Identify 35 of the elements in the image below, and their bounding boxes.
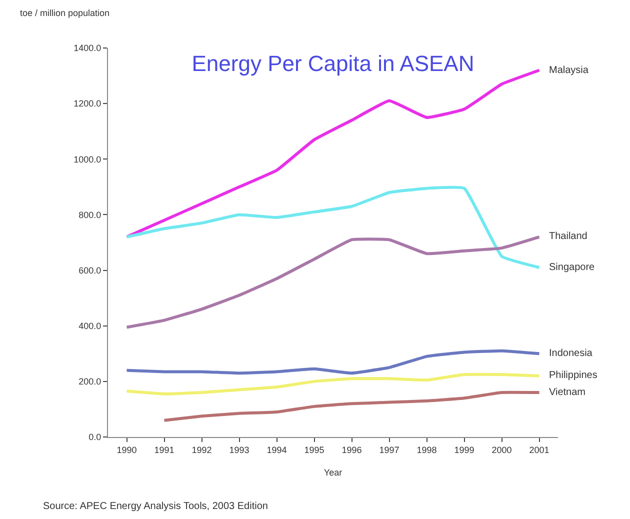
x-tick-label: 1999 <box>454 444 474 455</box>
y-tick-label: 1000.0 <box>74 154 102 164</box>
y-axis-title: toe / million population <box>20 8 110 18</box>
x-tick-label: 2000 <box>492 444 512 455</box>
x-tick-label: 1992 <box>192 444 212 455</box>
y-tick-label: 200.0 <box>78 376 102 387</box>
y-tick-label: 800.0 <box>78 210 102 220</box>
x-tick-label: 1994 <box>266 444 287 455</box>
x-tick-label: 1998 <box>416 444 437 455</box>
x-tick-label: 1993 <box>229 444 250 455</box>
y-tick-label: 400.0 <box>78 321 102 332</box>
x-tick-label: 1995 <box>304 444 324 455</box>
line-series <box>125 186 541 270</box>
x-tick-label: 1990 <box>116 444 137 455</box>
series-label: Thailand <box>549 231 588 242</box>
source-note: Source: APEC Energy Analysis Tools, 2003 Edition <box>43 501 268 512</box>
y-tick-label: 0.0 <box>88 432 102 442</box>
series-label: Indonesia <box>549 348 593 359</box>
line-series <box>125 349 541 375</box>
y-tick-label: 1400.0 <box>74 43 102 54</box>
x-tick-label: 1991 <box>154 444 174 455</box>
line-series <box>125 235 541 329</box>
x-axis-title: Year <box>324 468 342 478</box>
chart-title: Energy Per Capita in ASEAN <box>192 51 474 76</box>
x-tick-label: 1996 <box>342 444 362 455</box>
y-tick-label: 600.0 <box>78 265 102 276</box>
x-tick-label: 1997 <box>379 444 400 455</box>
line-series <box>162 390 541 422</box>
series-label: Vietnam <box>549 387 586 398</box>
series-label: Malaysia <box>549 65 589 76</box>
series-label: Philippines <box>549 370 598 381</box>
x-tick-label: 2001 <box>529 444 550 455</box>
line-series <box>125 372 541 396</box>
series-label: Singapore <box>549 262 596 273</box>
y-tick-label: 1200.0 <box>74 98 102 109</box>
